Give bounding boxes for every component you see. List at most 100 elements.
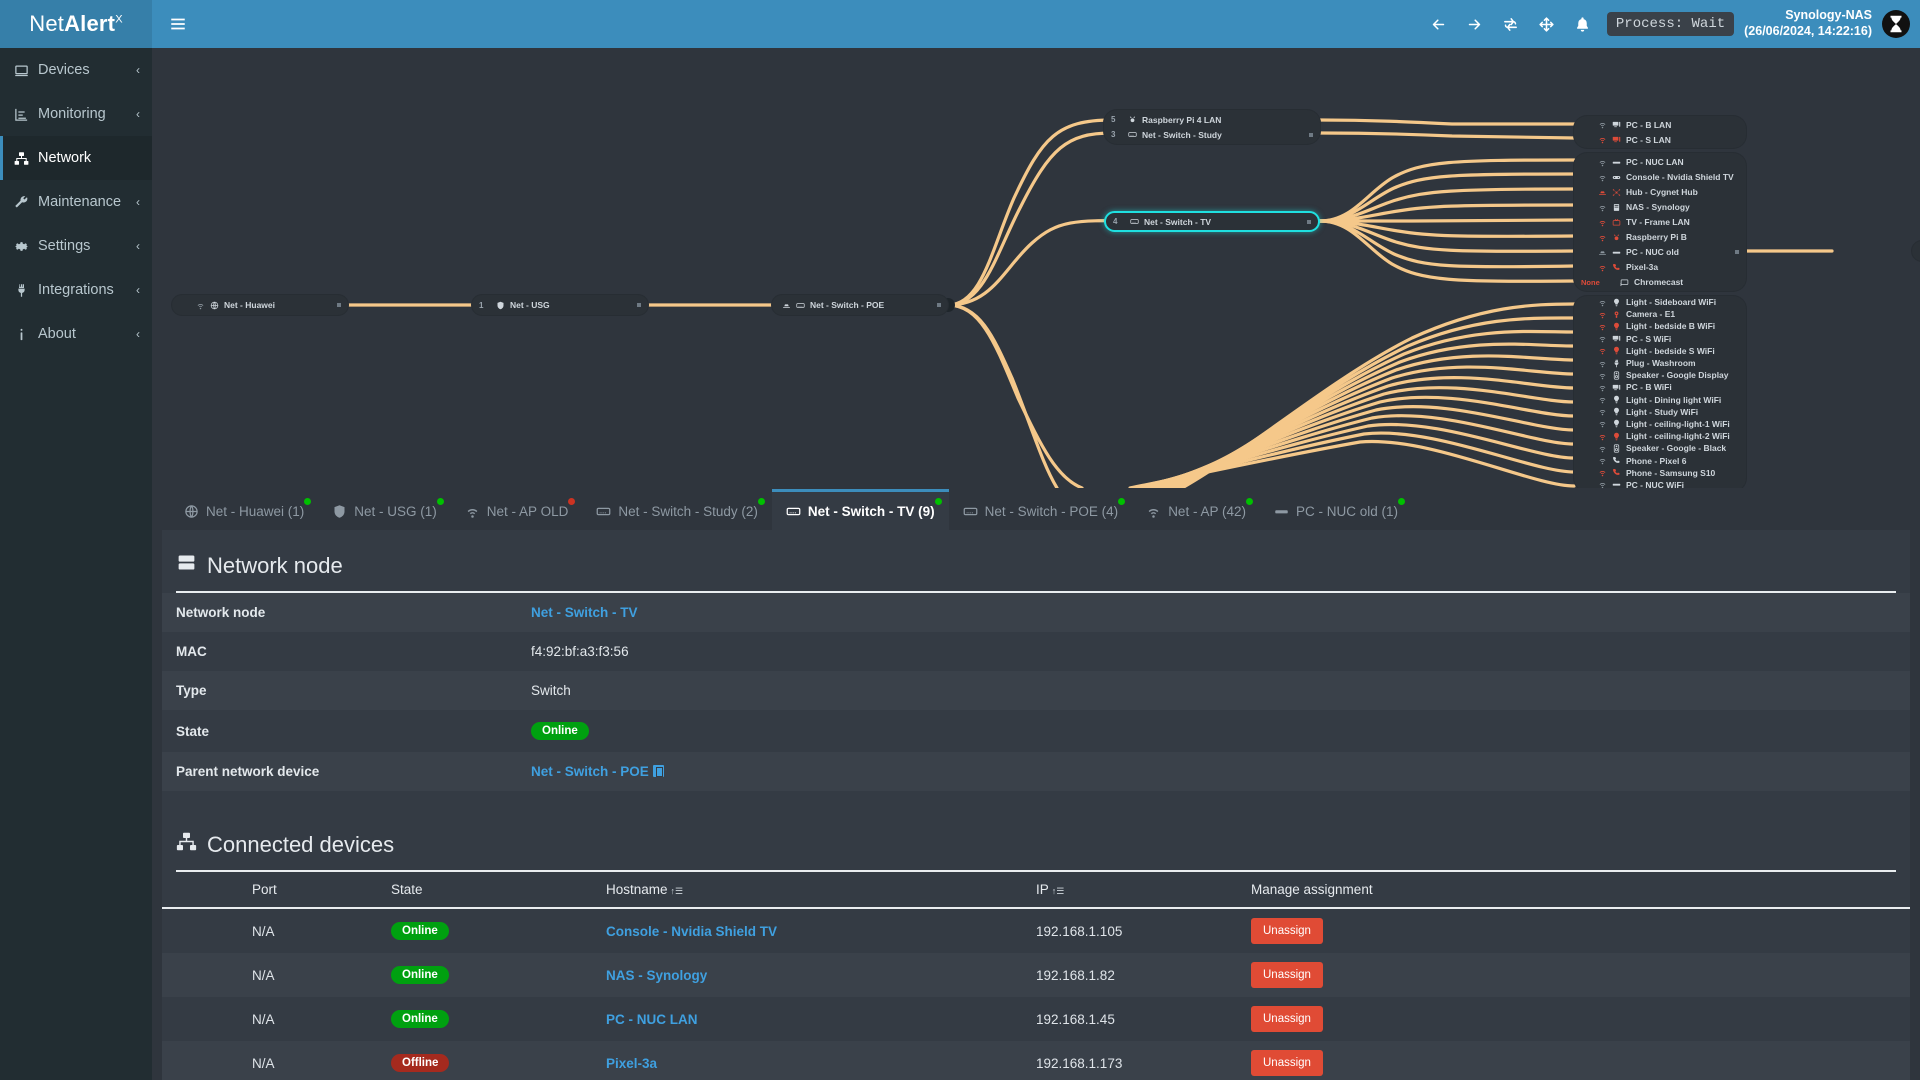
graph-device-row[interactable]: Hub - Cygnet Hub [1574,185,1746,200]
sidebar-item-devices[interactable]: Devices ‹ [0,48,152,92]
sidebar-item-network[interactable]: Network [0,136,152,180]
graph-device-row[interactable]: Pixel-3a [1574,260,1746,275]
cell-action: Unassign [1237,1041,1910,1080]
avatar[interactable] [1882,10,1910,38]
graph-device-row[interactable]: Console - Nvidia Shield TV [1574,170,1746,185]
sidebar-item-label: Network [38,150,92,166]
tab-label: PC - NUC old (1) [1295,503,1398,519]
graph-group-wifi-devices[interactable]: Light - Sideboard WiFi Camera - E1 Light -… [1574,296,1746,488]
sort-icon[interactable]: ↑☰ [1051,886,1065,896]
sidebar-item-maintenance[interactable]: Maintenance ‹ [0,180,152,224]
back-arrow-icon[interactable] [1421,0,1457,48]
wifi-icon [1595,395,1609,404]
user-timestamp: (26/06/2024, 14:22:16) [1744,24,1872,38]
tab-net-ap-old[interactable]: Net - AP OLD [451,492,583,530]
hostname-link[interactable]: Console - Nvidia Shield TV [606,923,778,939]
graph-device-row[interactable]: Light - Study WiFi [1574,406,1746,418]
sidebar-item-about[interactable]: About ‹ [0,312,152,356]
tab-net-usg-1[interactable]: Net - USG (1) [318,492,451,530]
move-icon[interactable] [1529,0,1565,48]
tab-net-switch-poe-4[interactable]: Net - Switch - POE (4) [949,492,1133,530]
graph-device-row[interactable]: PC - B WiFi [1574,381,1746,393]
graph-device-row[interactable]: PC - NUC old [1574,245,1746,260]
tab-net-switch-tv-9[interactable]: Net - Switch - TV (9) [771,489,949,530]
network-node-title-text: Network node [207,552,343,578]
info-value[interactable]: Net - Switch - POE [517,752,1910,791]
tab-net-switch-study-2[interactable]: Net - Switch - Study (2) [582,492,772,530]
graph-device-row[interactable]: Light - Dining light WiFi [1574,394,1746,406]
graph-device-row[interactable]: NAS - Synology [1574,200,1746,215]
external-link-icon[interactable] [652,765,664,777]
globe-icon [207,301,221,310]
tab-label: Net - Switch - TV (9) [807,503,935,519]
graph-node-row[interactable]: 5 Raspberry Pi 4 LAN [1104,112,1320,127]
graph-device-row[interactable]: TV - Frame LAN [1574,215,1746,230]
hostname-link[interactable]: PC - NUC LAN [606,1011,698,1027]
cell-hostname[interactable]: Console - Nvidia Shield TV [592,908,1022,953]
graph-node-handle[interactable] [1309,132,1313,137]
menu-icon[interactable] [152,0,204,48]
unassign-button[interactable]: Unassign [1251,1006,1323,1032]
graph-device-row[interactable]: PC - NUC LAN [1574,155,1746,170]
graph-device-row[interactable]: PC - S WiFi [1574,333,1746,345]
graph-group-lan-pcs[interactable]: PC - B LAN PC - S LAN [1574,116,1746,148]
cell-hostname[interactable]: NAS - Synology [592,953,1022,997]
network-node-link[interactable]: Net - Switch - TV [531,605,638,620]
bell-icon[interactable] [1565,0,1601,48]
user-info: Synology-NAS (26/06/2024, 14:22:16) [1744,8,1872,39]
forward-arrow-icon[interactable] [1457,0,1493,48]
sidebar-item-settings[interactable]: Settings ‹ [0,224,152,268]
bulb-icon [1609,419,1623,428]
graph-device-row[interactable]: Light - ceiling-light-1 WiFi [1574,418,1746,430]
graph-device-row[interactable]: Camera - E1 [1574,308,1746,320]
graph-node-handle[interactable] [1735,250,1739,254]
column-header-ip[interactable]: IP ↑☰ [1022,872,1237,908]
network-graph[interactable]: Net - Huawei 1 Net - USG Net - Switch - … [152,48,1920,488]
graph-device-row[interactable]: Light - ceiling-light-2 WiFi [1574,430,1746,442]
unassign-button[interactable]: Unassign [1251,1050,1323,1076]
tab-net-huawei-1[interactable]: Net - Huawei (1) [170,492,318,530]
graph-device-row[interactable]: Light - bedside B WiFi [1574,320,1746,332]
graph-node-switch-tv-selected[interactable]: 4 Net - Switch - TV [1104,211,1320,232]
graph-node-row[interactable]: 3 Net - Switch - Study [1104,127,1320,142]
graph-node-handle[interactable] [937,303,941,307]
graph-device-row[interactable]: Plug - Washroom [1574,357,1746,369]
graph-device-row[interactable]: Phone - Samsung S10 [1574,467,1746,479]
graph-node-handle[interactable] [337,303,341,307]
graph-group-tv-devices[interactable]: PC - NUC LAN Console - Nvidia Shield TV Hu… [1574,153,1746,291]
info-value[interactable]: Net - Switch - TV [517,593,1910,632]
hostname-link[interactable]: NAS - Synology [606,967,708,983]
graph-device-row[interactable]: PC - S LAN [1574,132,1746,147]
chevron-left-icon: ‹ [136,327,140,341]
graph-device-row[interactable]: Light - bedside S WiFi [1574,345,1746,357]
app-logo[interactable]: NetAlertX [0,0,152,48]
graph-device-row[interactable]: PC - B LAN [1574,117,1746,132]
graph-device-row[interactable]: Speaker - Google - Black [1574,442,1746,454]
graph-device-row[interactable]: None Chromecast [1574,275,1746,290]
graph-device-row[interactable]: Speaker - Google Display [1574,369,1746,381]
cell-hostname[interactable]: PC - NUC LAN [592,997,1022,1041]
sort-icon[interactable]: ↑☰ [670,886,684,896]
tab-pc-nuc-old-1[interactable]: PC - NUC old (1) [1260,492,1412,530]
graph-device-row[interactable]: Phone - Pixel 6 [1574,454,1746,466]
tab-net-ap-42[interactable]: Net - AP (42) [1132,492,1260,530]
unassign-button[interactable]: Unassign [1251,962,1323,988]
parent-device-link[interactable]: Net - Switch - POE [531,764,649,779]
hostname-link[interactable]: Pixel-3a [606,1055,658,1071]
refresh-icon[interactable] [1493,0,1529,48]
graph-node-handle[interactable] [1307,219,1311,224]
graph-node-vm-nixos[interactable]: VM - NixOS [1912,241,1920,261]
sidebar-item-integrations[interactable]: Integrations ‹ [0,268,152,312]
graph-node-poe[interactable]: Net - Switch - POE [772,295,948,315]
graph-node-usg[interactable]: 1 Net - USG [472,295,648,315]
graph-node-huawei[interactable]: Net - Huawei [172,295,348,315]
graph-device-row[interactable]: Raspberry Pi B [1574,230,1746,245]
column-header-hostname[interactable]: Hostname ↑☰ [592,872,1022,908]
unassign-button[interactable]: Unassign [1251,918,1323,944]
sidebar-item-monitoring[interactable]: Monitoring ‹ [0,92,152,136]
cell-hostname[interactable]: Pixel-3a [592,1041,1022,1080]
graph-group-study[interactable]: 5 Raspberry Pi 4 LAN 3 Net - Switch - St… [1104,110,1320,144]
graph-device-row[interactable]: Light - Sideboard WiFi [1574,296,1746,308]
graph-node-handle[interactable] [637,303,641,307]
graph-device-row[interactable]: PC - NUC WiFi [1574,479,1746,488]
